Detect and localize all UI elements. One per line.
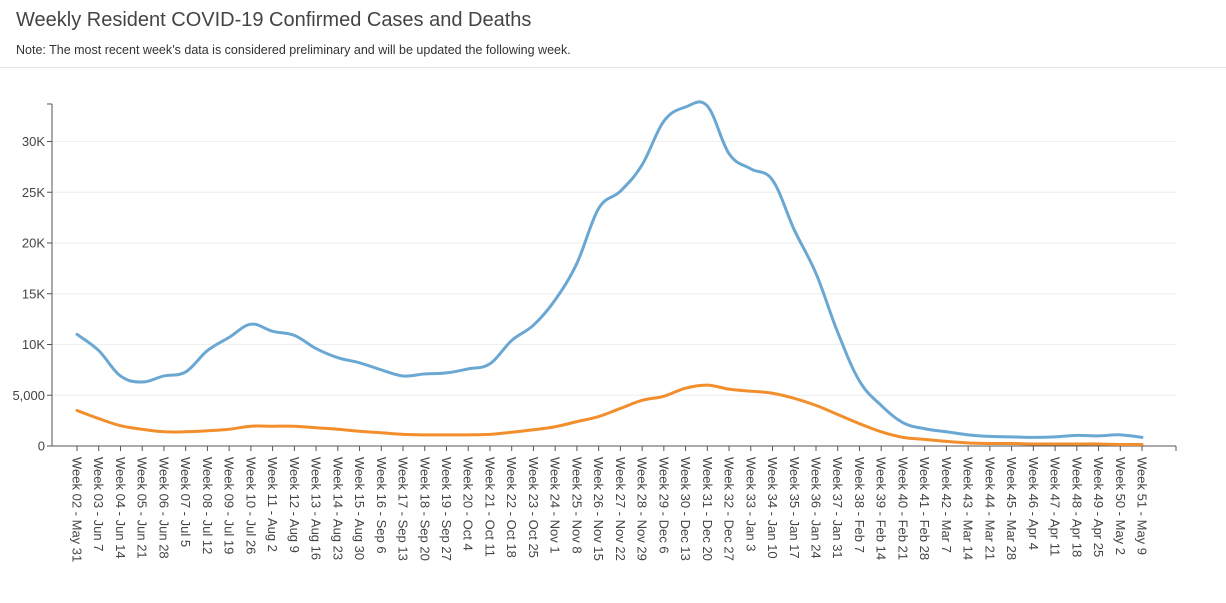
x-tick-label: Week 10 - Jul 26 bbox=[243, 457, 258, 554]
x-tick-label: Week 07 - Jul 5 bbox=[178, 457, 193, 547]
x-tick-label: Week 37 - Jan 31 bbox=[830, 457, 845, 559]
x-tick-label: Week 39 - Feb 14 bbox=[874, 457, 889, 560]
x-tick-label: Week 33 - Jan 3 bbox=[743, 457, 758, 551]
y-tick-label: 15K bbox=[22, 286, 45, 301]
x-tick-label: Week 26 - Nov 15 bbox=[591, 457, 606, 561]
x-tick-label: Week 49 - Apr 25 bbox=[1091, 457, 1106, 557]
x-tick-label: Week 12 - Aug 9 bbox=[287, 457, 302, 553]
x-tick-label: Week 30 - Dec 13 bbox=[678, 457, 693, 561]
x-tick-label: Week 29 - Dec 6 bbox=[656, 457, 671, 554]
x-tick-label: Week 34 - Jan 10 bbox=[765, 457, 780, 559]
x-tick-label: Week 03 - Jun 7 bbox=[91, 457, 106, 551]
series-line-deaths bbox=[75, 383, 1144, 447]
y-tick-label: 25K bbox=[22, 185, 45, 200]
series-line-cases bbox=[75, 100, 1144, 439]
x-tick-label: Week 43 - Mar 14 bbox=[961, 457, 976, 560]
x-tick-label: Week 18 - Sep 20 bbox=[417, 457, 432, 561]
x-tick-label: Week 17 - Sep 13 bbox=[396, 457, 411, 561]
chart-header: Weekly Resident COVID-19 Confirmed Cases… bbox=[0, 0, 1226, 68]
x-tick-label: Week 06 - Jun 28 bbox=[156, 457, 171, 559]
x-tick-label: Week 32 - Dec 27 bbox=[722, 457, 737, 561]
x-tick-label: Week 47 - Apr 11 bbox=[1048, 457, 1063, 556]
x-tick-label: Week 19 - Sep 27 bbox=[439, 457, 454, 561]
x-tick-label: Week 45 - Mar 28 bbox=[1004, 457, 1019, 560]
x-tick-label: Week 44 - Mar 21 bbox=[982, 457, 997, 560]
x-tick-label: Week 38 - Feb 7 bbox=[852, 457, 867, 553]
y-tick-label: 5,000 bbox=[12, 388, 45, 403]
y-tick-label: 30K bbox=[22, 134, 45, 149]
x-tick-label: Week 20 - Oct 4 bbox=[461, 457, 476, 551]
x-tick-label: Week 16 - Sep 6 bbox=[374, 457, 389, 554]
x-tick-label: Week 13 - Aug 16 bbox=[309, 457, 324, 560]
x-tick-label: Week 27 - Nov 22 bbox=[613, 457, 628, 561]
x-tick-label: Week 04 - Jun 14 bbox=[113, 457, 128, 559]
x-tick-label: Week 48 - Apr 18 bbox=[1069, 457, 1084, 557]
x-tick-label: Week 35 - Jan 17 bbox=[787, 457, 802, 559]
x-tick-label: Week 51 - May 9 bbox=[1135, 457, 1150, 555]
x-tick-label: Week 21 - Oct 11 bbox=[482, 457, 497, 557]
x-tick-label: Week 46 - Apr 4 bbox=[1026, 457, 1041, 550]
x-tick-label: Week 41 - Feb 28 bbox=[917, 457, 932, 560]
x-tick-label: Week 40 - Feb 21 bbox=[895, 457, 910, 560]
x-tick-label: Week 22 - Oct 18 bbox=[504, 457, 519, 558]
x-tick-label: Week 42 - Mar 7 bbox=[939, 457, 954, 553]
x-tick-label: Week 31 - Dec 20 bbox=[700, 457, 715, 561]
chart-title: Weekly Resident COVID-19 Confirmed Cases… bbox=[16, 9, 532, 31]
x-tick-label: Week 24 - Nov 1 bbox=[548, 457, 563, 554]
x-tick-label: Week 08 - Jul 12 bbox=[200, 457, 215, 554]
x-tick-label: Week 05 - Jun 21 bbox=[135, 457, 150, 559]
x-tick-label: Week 15 - Aug 30 bbox=[352, 457, 367, 560]
x-tick-label: Week 14 - Aug 23 bbox=[330, 457, 345, 560]
y-tick-label: 20K bbox=[22, 236, 45, 251]
x-tick-label: Week 36 - Jan 24 bbox=[808, 457, 823, 559]
chart-note: Note: The most recent week’s data is con… bbox=[16, 43, 571, 57]
x-tick-label: Week 02 - May 31 bbox=[70, 457, 85, 562]
x-tick-label: Week 11 - Aug 2 bbox=[265, 457, 280, 552]
y-tick-label: 10K bbox=[22, 337, 45, 352]
x-tick-label: Week 50 - May 2 bbox=[1113, 457, 1128, 555]
x-tick-label: Week 28 - Nov 29 bbox=[635, 457, 650, 561]
x-tick-label: Week 23 - Oct 25 bbox=[526, 457, 541, 558]
x-tick-label: Week 25 - Nov 8 bbox=[569, 457, 584, 554]
line-chart: 0 5,000 10K 15K 20K 25K 30K Week 02 - May 31 Wee… bbox=[12, 100, 1177, 562]
x-tick-label: Week 09 - Jul 19 bbox=[222, 457, 237, 554]
y-tick-label: 0 bbox=[38, 439, 45, 454]
